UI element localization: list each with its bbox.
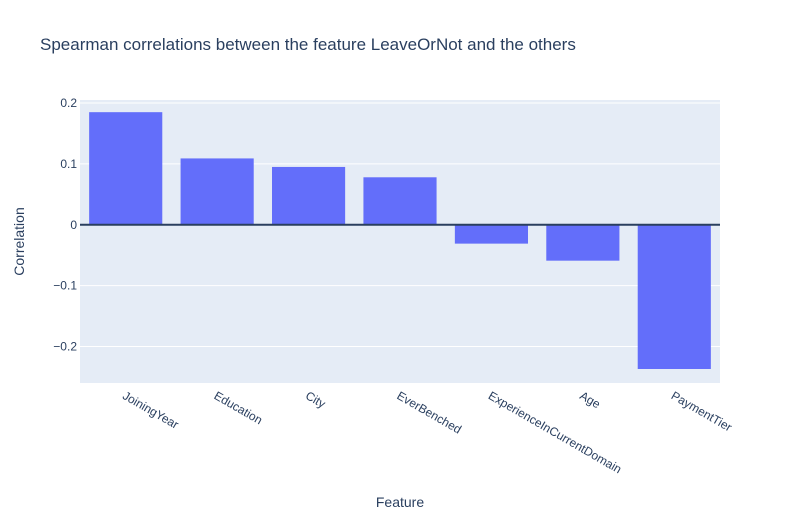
bar-paymenttier (637, 224, 711, 370)
y-tick-label: 0 (70, 218, 77, 232)
x-tick-label-experienceincurrentdomain: ExperienceInCurrentDomain (486, 388, 624, 476)
bars (89, 112, 711, 370)
y-tick-label: −0.1 (53, 279, 77, 293)
bar-everbenched (363, 177, 437, 225)
y-tick-label: 0.1 (60, 157, 77, 171)
chart-title: Spearman correlations between the featur… (40, 35, 576, 54)
x-tick-label-everbenched: EverBenched (395, 388, 464, 436)
y-tick-label: −0.2 (53, 339, 77, 353)
bar-age (546, 224, 620, 261)
x-tick-labels: JoiningYear Education City EverBenched Exper… (120, 388, 734, 476)
bar-experienceincurrentdomain (454, 224, 528, 244)
x-tick-label-education: Education (212, 388, 265, 427)
bar-city (272, 166, 346, 225)
x-tick-label-joiningyear: JoiningYear (120, 388, 181, 431)
bar-joiningyear (89, 112, 163, 225)
x-tick-label-paymenttier: PaymentTier (669, 388, 735, 434)
plot-area (80, 100, 720, 383)
y-tick-label: 0.2 (60, 96, 77, 110)
x-tick-label-age: Age (577, 388, 603, 411)
y-axis-title: Correlation (11, 207, 27, 275)
x-axis-title: Feature (376, 494, 424, 510)
x-tick-label-city: City (303, 388, 328, 410)
y-tick-labels: 0.2 0.1 0 −0.1 −0.2 (53, 96, 77, 353)
bar-education (180, 158, 254, 225)
